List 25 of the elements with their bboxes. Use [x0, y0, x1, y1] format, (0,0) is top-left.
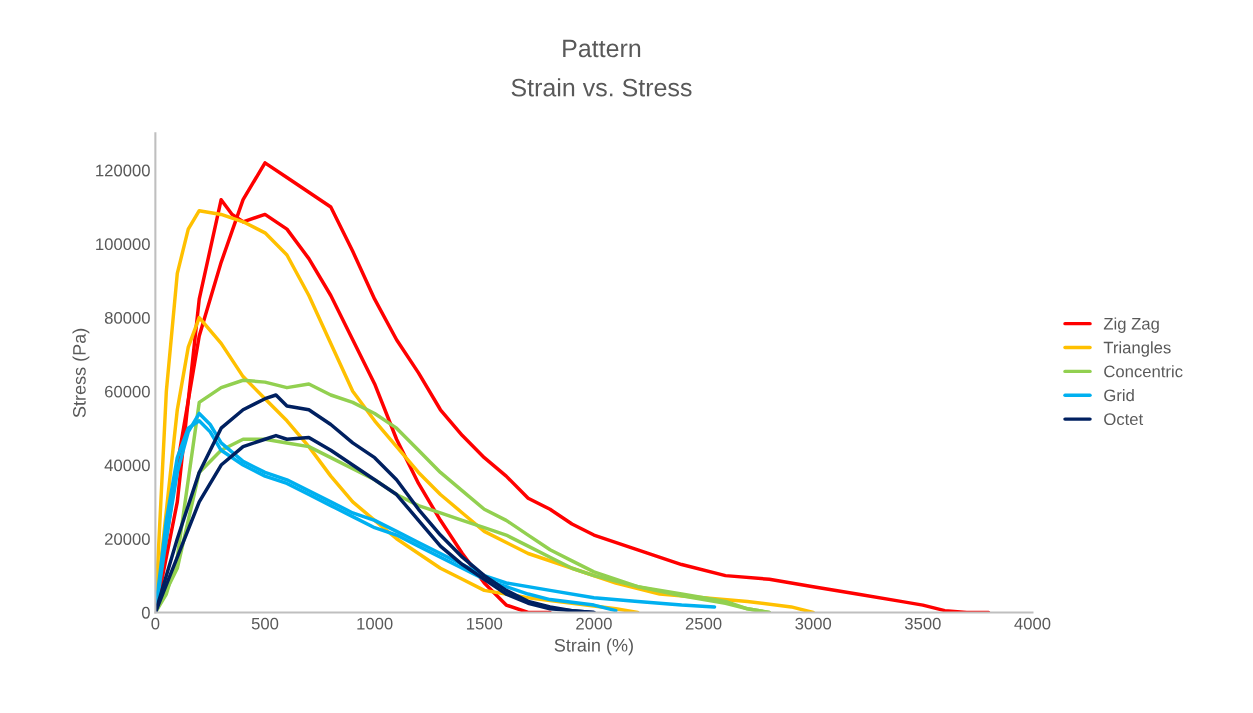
x-tick-label: 2500	[685, 617, 722, 630]
y-tick-label: 60000	[105, 385, 150, 398]
legend-label: Octet	[1104, 413, 1144, 426]
x-tick-label: 4000	[1014, 617, 1051, 630]
chart-subtitle: Strain vs. Stress	[511, 78, 692, 97]
x-tick-label: 0	[151, 617, 160, 630]
x-tick-label: 1500	[467, 617, 503, 630]
x-tick-label: 2000	[576, 617, 612, 630]
legend-label: Concentric	[1104, 365, 1183, 378]
x-tick-label: 3000	[795, 617, 832, 630]
y-tick-label: 40000	[104, 459, 150, 472]
x-tick-label: 1000	[357, 617, 393, 630]
legend-label: Triangles	[1103, 341, 1171, 357]
y-axis-title: Stress (Pa)	[72, 328, 90, 418]
chart-title: Pattern	[563, 39, 641, 58]
x-axis-title: Strain (%)	[554, 638, 633, 656]
legend-label: Grid	[1104, 389, 1134, 402]
y-tick-label: 0	[141, 606, 150, 619]
y-tick-label: 100000	[96, 238, 150, 251]
legend-label: Zig Zag	[1103, 317, 1159, 333]
y-tick-label: 120000	[96, 164, 150, 177]
x-tick-label: 500	[251, 617, 279, 630]
x-tick-label: 3500	[904, 617, 941, 630]
y-tick-label: 20000	[105, 533, 150, 545]
y-tick-label: 80000	[104, 312, 150, 324]
